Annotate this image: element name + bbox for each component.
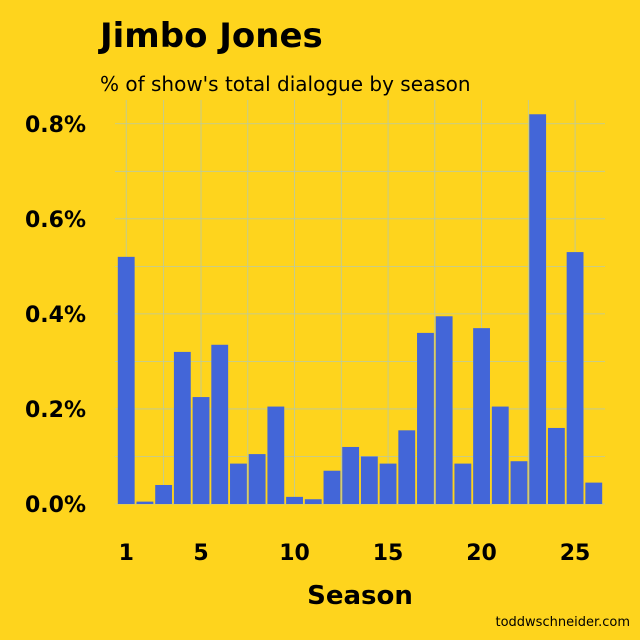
bar-season-22 xyxy=(510,461,528,504)
bar-season-12 xyxy=(323,470,341,504)
bar-season-1 xyxy=(117,256,135,504)
bar-season-7 xyxy=(230,463,247,504)
gridlines xyxy=(115,100,605,505)
credit-text: toddwschneider.com xyxy=(495,615,631,630)
bar-season-15 xyxy=(379,463,397,504)
bar-season-5 xyxy=(192,397,210,504)
x-tick-label: 1 xyxy=(119,541,134,566)
bar-season-3 xyxy=(155,484,173,504)
bar-season-8 xyxy=(248,454,266,504)
bar-season-25 xyxy=(566,252,584,504)
x-axis-title: Season xyxy=(307,581,413,611)
bar-season-19 xyxy=(454,463,472,504)
bar-season-20 xyxy=(473,328,490,504)
bar-season-23 xyxy=(529,114,547,505)
y-tick-label: 0.4% xyxy=(25,303,86,328)
x-tick-label: 25 xyxy=(560,541,591,566)
y-tick-label: 0.0% xyxy=(25,493,86,518)
bar-season-4 xyxy=(173,351,191,504)
bar-season-18 xyxy=(435,316,453,504)
x-axis-ticks: 1 5 10 15 20 25 xyxy=(119,541,591,566)
x-tick-label: 20 xyxy=(466,541,497,566)
y-tick-label: 0.2% xyxy=(25,398,86,423)
bar-season-24 xyxy=(547,427,565,504)
y-axis-ticks: 0.0% 0.2% 0.4% 0.6% 0.8% xyxy=(25,113,86,518)
bar-season-21 xyxy=(491,406,509,504)
bar-season-10 xyxy=(286,496,303,504)
x-tick-label: 15 xyxy=(373,541,404,566)
x-tick-label: 10 xyxy=(279,541,310,566)
x-tick-label: 5 xyxy=(193,541,208,566)
y-tick-label: 0.6% xyxy=(25,208,86,233)
bar-season-11 xyxy=(304,499,322,504)
chart-subtitle: % of show's total dialogue by season xyxy=(100,72,471,96)
bar-season-2 xyxy=(136,501,154,504)
chart-title: Jimbo Jones xyxy=(100,16,323,56)
y-tick-label: 0.8% xyxy=(25,113,86,138)
bar-season-14 xyxy=(360,456,378,504)
bar-season-6 xyxy=(211,344,229,504)
bar-season-13 xyxy=(342,446,360,504)
bar-season-17 xyxy=(417,332,434,504)
bar-season-9 xyxy=(267,406,285,504)
bar-season-26 xyxy=(585,482,603,504)
bar-season-16 xyxy=(398,430,416,504)
bars xyxy=(117,114,603,505)
